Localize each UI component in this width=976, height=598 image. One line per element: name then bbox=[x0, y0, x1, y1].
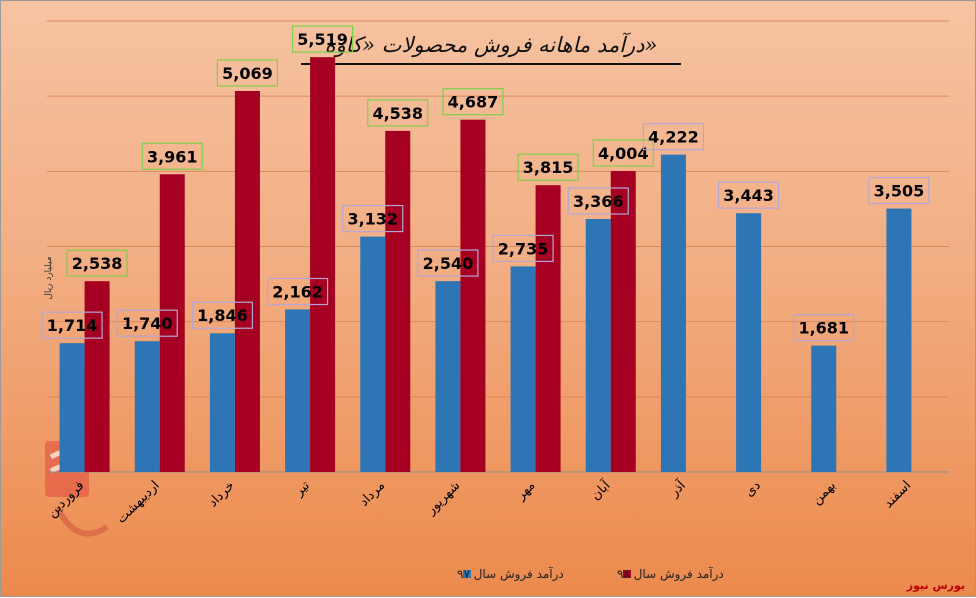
data-label: 4,538 bbox=[372, 104, 423, 123]
x-tick-label: تیر bbox=[291, 478, 313, 500]
data-label: 3,961 bbox=[147, 147, 198, 166]
bar bbox=[660, 154, 686, 472]
data-label-box bbox=[592, 139, 654, 167]
data-label: 4,004 bbox=[598, 144, 649, 163]
bar bbox=[310, 57, 336, 473]
data-label-box bbox=[116, 309, 178, 337]
data-label-box bbox=[141, 142, 203, 170]
data-label: 1,714 bbox=[47, 316, 98, 335]
x-tick-label: فروردین bbox=[45, 478, 88, 521]
data-label-box bbox=[342, 204, 404, 233]
data-label-box bbox=[417, 249, 479, 277]
data-label-box bbox=[567, 187, 629, 215]
bar bbox=[585, 218, 611, 472]
x-tick-label: شهریور bbox=[423, 478, 463, 518]
bar bbox=[209, 333, 235, 472]
source-label: بورس نیوز bbox=[906, 579, 965, 592]
data-label-box bbox=[291, 25, 354, 53]
bar bbox=[59, 343, 85, 472]
bar bbox=[159, 174, 185, 472]
data-label: 3,132 bbox=[347, 210, 398, 229]
x-tick-label: خرداد bbox=[206, 478, 238, 510]
data-label: 3,505 bbox=[874, 182, 925, 201]
bar bbox=[610, 171, 636, 473]
data-label-box bbox=[492, 234, 554, 263]
bar bbox=[811, 345, 837, 472]
data-label: 3,443 bbox=[723, 186, 774, 205]
data-label-box bbox=[266, 277, 329, 306]
bar bbox=[460, 119, 486, 472]
bar bbox=[234, 90, 260, 472]
data-label: 3,815 bbox=[523, 158, 574, 177]
data-label: 2,735 bbox=[498, 239, 549, 258]
data-label-box bbox=[517, 153, 579, 181]
bar bbox=[360, 236, 386, 472]
bar bbox=[385, 130, 411, 472]
data-label-box bbox=[367, 99, 429, 127]
data-label: 1,846 bbox=[197, 306, 248, 325]
data-label: 1,740 bbox=[122, 314, 173, 333]
bar bbox=[84, 281, 110, 472]
bar bbox=[736, 213, 762, 472]
data-label: 2,540 bbox=[423, 254, 474, 273]
data-label-box bbox=[41, 311, 103, 339]
bar bbox=[435, 281, 461, 472]
data-label-box bbox=[793, 314, 855, 342]
x-tick-label: اسفند bbox=[881, 478, 914, 511]
bar bbox=[510, 266, 536, 472]
bar bbox=[134, 341, 160, 472]
data-label: 4,687 bbox=[448, 93, 499, 112]
data-label-box bbox=[191, 301, 254, 329]
x-tick-label: مرداد bbox=[357, 478, 388, 509]
chart-title: درآمد ماهانه فروش محصولات «کاوه» bbox=[301, 27, 681, 65]
x-tick-label: بهمن bbox=[809, 478, 839, 508]
bar bbox=[285, 309, 311, 472]
data-label: 4,222 bbox=[648, 128, 699, 147]
data-label-box bbox=[216, 59, 279, 87]
data-label: 3,366 bbox=[573, 192, 624, 211]
data-label: 2,538 bbox=[72, 254, 123, 273]
data-label-box bbox=[717, 181, 780, 209]
x-tick-label: دی bbox=[742, 478, 764, 500]
x-tick-label: مهر bbox=[513, 478, 539, 504]
data-label: 5,519 bbox=[297, 30, 348, 49]
x-tick-label: اردیبهشت bbox=[114, 478, 162, 526]
data-label-box bbox=[66, 249, 128, 277]
legend-label: درآمد فروش سال ۹۷ bbox=[457, 566, 564, 582]
legend-label: درآمد فروش سال ۹۸ bbox=[617, 566, 724, 582]
data-label-box bbox=[442, 88, 504, 116]
legend-swatch bbox=[463, 570, 471, 578]
bar bbox=[886, 208, 912, 472]
data-label-box bbox=[642, 123, 705, 151]
legend-swatch bbox=[623, 570, 631, 578]
data-label: 1,681 bbox=[798, 319, 849, 338]
bar bbox=[535, 185, 561, 472]
x-tick-label: آذر bbox=[665, 476, 690, 501]
x-tick-label: آبان bbox=[587, 476, 615, 504]
data-label-box bbox=[868, 176, 930, 205]
data-label: 2,162 bbox=[272, 282, 323, 301]
data-label: 5,069 bbox=[222, 64, 273, 83]
